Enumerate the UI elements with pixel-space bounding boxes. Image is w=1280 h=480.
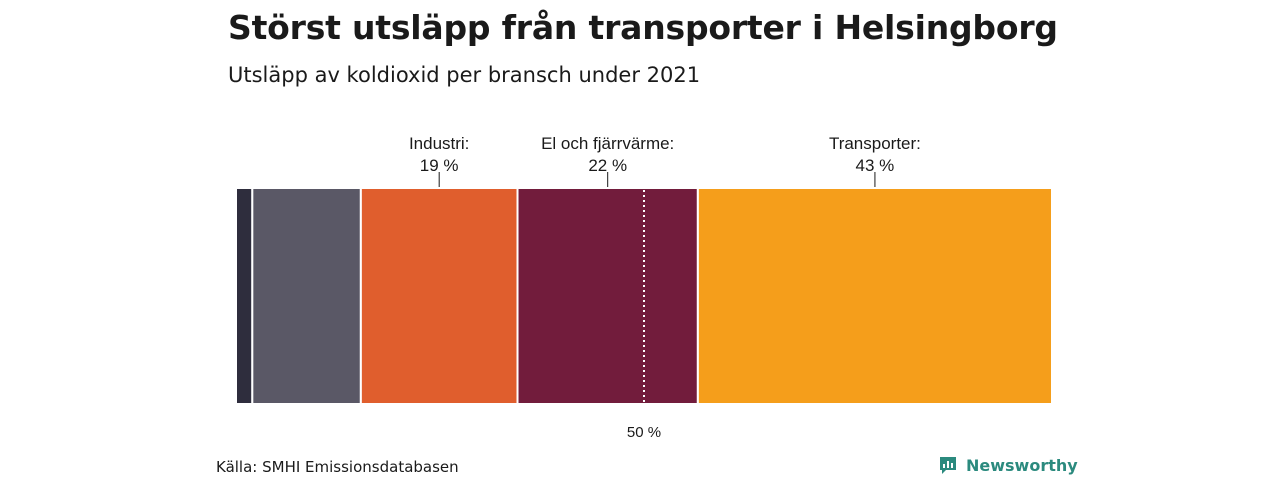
bar-segment-0 — [235, 187, 254, 405]
segment-label-2: Industri: — [409, 134, 469, 153]
segment-value-label-4: 43 % — [856, 156, 895, 175]
segment-label-3: El och fjärrvärme: — [541, 134, 674, 153]
reference-line-label: 50 % — [627, 424, 661, 441]
brand-logo[interactable]: Newsworthy — [938, 455, 1078, 475]
newsworthy-logo-icon — [940, 457, 956, 474]
segment-label-4: Transporter: — [829, 134, 921, 153]
source-note: Källa: SMHI Emissionsdatabasen — [216, 458, 459, 476]
segment-value-label-2: 19 % — [420, 156, 459, 175]
bar-segment-3 — [516, 187, 699, 405]
bar-segment-1 — [251, 187, 362, 405]
chart-title: Störst utsläpp från transporter i Helsin… — [228, 8, 1058, 47]
segment-value-label-3: 22 % — [588, 156, 627, 175]
chart-subtitle: Utsläpp av koldioxid per bransch under 2… — [228, 63, 701, 87]
bar-segment-2 — [359, 187, 519, 405]
brand-name: Newsworthy — [966, 455, 1078, 475]
bar-segment-4 — [696, 187, 1054, 405]
